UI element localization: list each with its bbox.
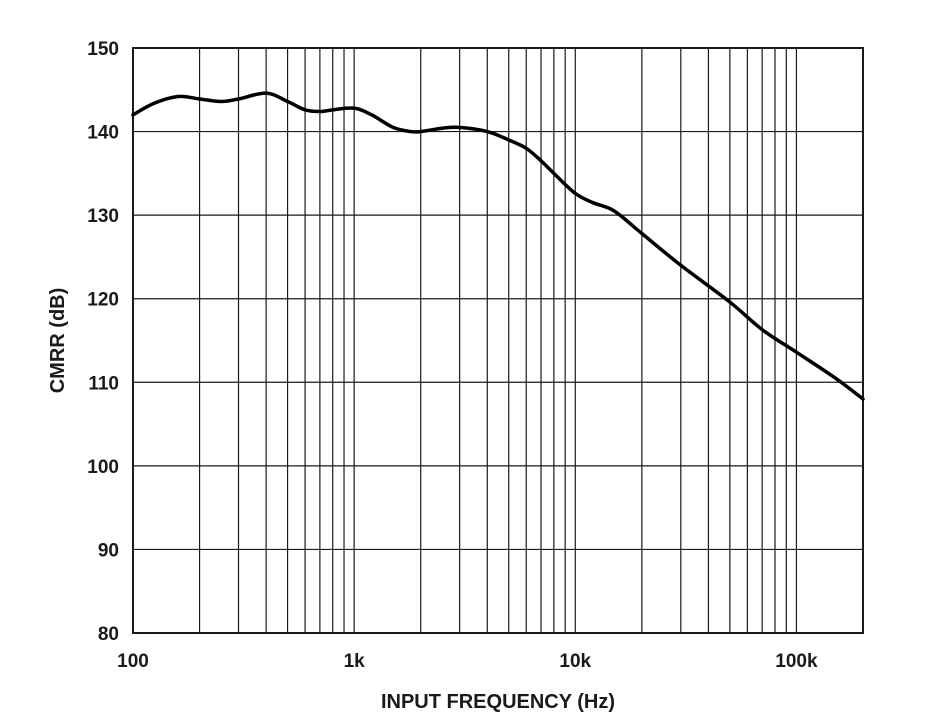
y-tick-label: 140 — [87, 123, 119, 144]
y-tick-labels: 80 90 100 110 120 130 140 150 — [87, 39, 119, 645]
x-tick-label: 100 — [117, 651, 149, 672]
x-tick-label: 1k — [344, 651, 366, 672]
grid — [132, 47, 864, 634]
x-tick-label: 100k — [775, 651, 818, 672]
cmrr-series-line — [131, 91, 865, 401]
y-tick-label: 130 — [87, 206, 119, 227]
y-tick-label: 110 — [88, 373, 119, 394]
y-tick-label: 90 — [98, 540, 119, 561]
y-tick-label: 100 — [87, 457, 119, 478]
y-tick-label: 150 — [87, 39, 119, 60]
series-group — [131, 91, 865, 401]
plot-frame — [132, 47, 864, 634]
y-tick-label: 80 — [98, 624, 119, 645]
y-tick-label: 120 — [87, 290, 119, 311]
x-tick-labels: 100 1k 10k 100k — [117, 651, 818, 672]
x-tick-label: 10k — [559, 651, 591, 672]
x-axis-title: INPUT FREQUENCY (Hz) — [381, 691, 615, 713]
y-axis-title: CMRR (dB) — [47, 288, 69, 394]
